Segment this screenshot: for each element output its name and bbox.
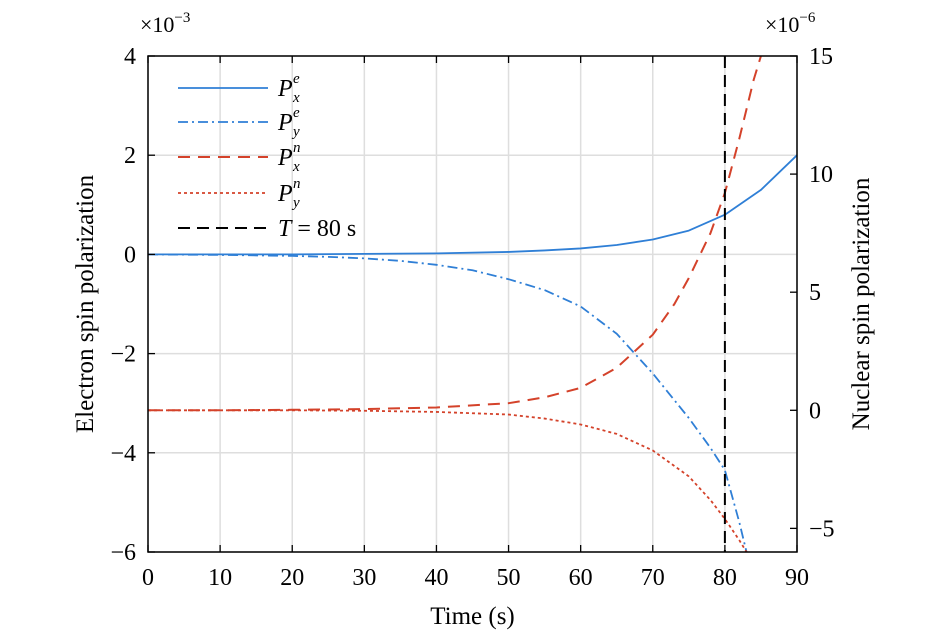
legend-label: P bbox=[277, 76, 293, 102]
x-tick-label: 40 bbox=[424, 565, 448, 591]
right-axis-multiplier: ×10−6 bbox=[765, 10, 816, 37]
x-tick-label: 90 bbox=[785, 565, 809, 591]
legend-superscript: n bbox=[293, 176, 301, 192]
left-y-tick-label: 2 bbox=[124, 143, 136, 169]
x-tick-label: 60 bbox=[569, 565, 593, 591]
left-multiplier-exponent: −3 bbox=[174, 10, 190, 26]
plot-frame bbox=[147, 55, 798, 553]
left-y-tick-label: −4 bbox=[110, 441, 136, 467]
legend-subscript: x bbox=[292, 90, 300, 106]
x-tick-label: 20 bbox=[280, 565, 304, 591]
x-tick-label: 70 bbox=[641, 565, 665, 591]
right-y-axis-label: Nuclear spin polarization bbox=[848, 177, 875, 430]
legend-superscript: e bbox=[293, 105, 300, 121]
legend-superscript: n bbox=[293, 140, 301, 156]
right-y-tick-label: 0 bbox=[809, 398, 821, 424]
legend-vline-var: T bbox=[278, 216, 293, 242]
legend-superscript: e bbox=[293, 71, 300, 87]
left-y-tick-label: 0 bbox=[124, 242, 136, 268]
series-line-ex bbox=[148, 154, 798, 256]
x-tick-label: 30 bbox=[352, 565, 376, 591]
left-multiplier-base: ×10 bbox=[140, 12, 174, 37]
legend-label: P bbox=[277, 110, 293, 136]
x-tick-label: 0 bbox=[142, 565, 154, 591]
legend-vline-label: T = 80 s bbox=[278, 216, 356, 242]
x-tick-label: 10 bbox=[208, 565, 232, 591]
legend-subscript: x bbox=[292, 159, 300, 175]
series-line-ny bbox=[148, 409, 748, 553]
right-y-tick-label: −5 bbox=[809, 516, 835, 542]
left-y-axis-label: Electron spin polarization bbox=[72, 174, 99, 433]
right-y-tick-label: 5 bbox=[809, 280, 821, 306]
left-y-tick-label: 4 bbox=[124, 44, 136, 70]
grid bbox=[147, 55, 798, 553]
series-line-ey bbox=[147, 253, 748, 553]
x-tick-label: 80 bbox=[713, 565, 737, 591]
legend-subscript: y bbox=[291, 124, 300, 140]
left-axis-multiplier: ×10−3 bbox=[140, 10, 190, 37]
right-multiplier-exponent: −6 bbox=[799, 10, 815, 26]
right-multiplier-base: ×10 bbox=[765, 12, 799, 37]
legend-vline-value: = 80 s bbox=[291, 216, 356, 242]
right-y-tick-label: 10 bbox=[809, 162, 833, 188]
plot-series bbox=[147, 55, 798, 553]
x-tick-label: 50 bbox=[497, 565, 521, 591]
series-line-nx bbox=[148, 55, 762, 412]
right-y-tick-label: 15 bbox=[809, 44, 833, 70]
left-y-tick-label: −2 bbox=[110, 342, 136, 368]
x-axis-label: Time (s) bbox=[430, 603, 515, 630]
legend-subscript: y bbox=[291, 195, 300, 211]
left-y-tick-label: −6 bbox=[110, 540, 136, 566]
legend-label: P bbox=[277, 145, 293, 171]
legend-label: P bbox=[277, 181, 293, 207]
